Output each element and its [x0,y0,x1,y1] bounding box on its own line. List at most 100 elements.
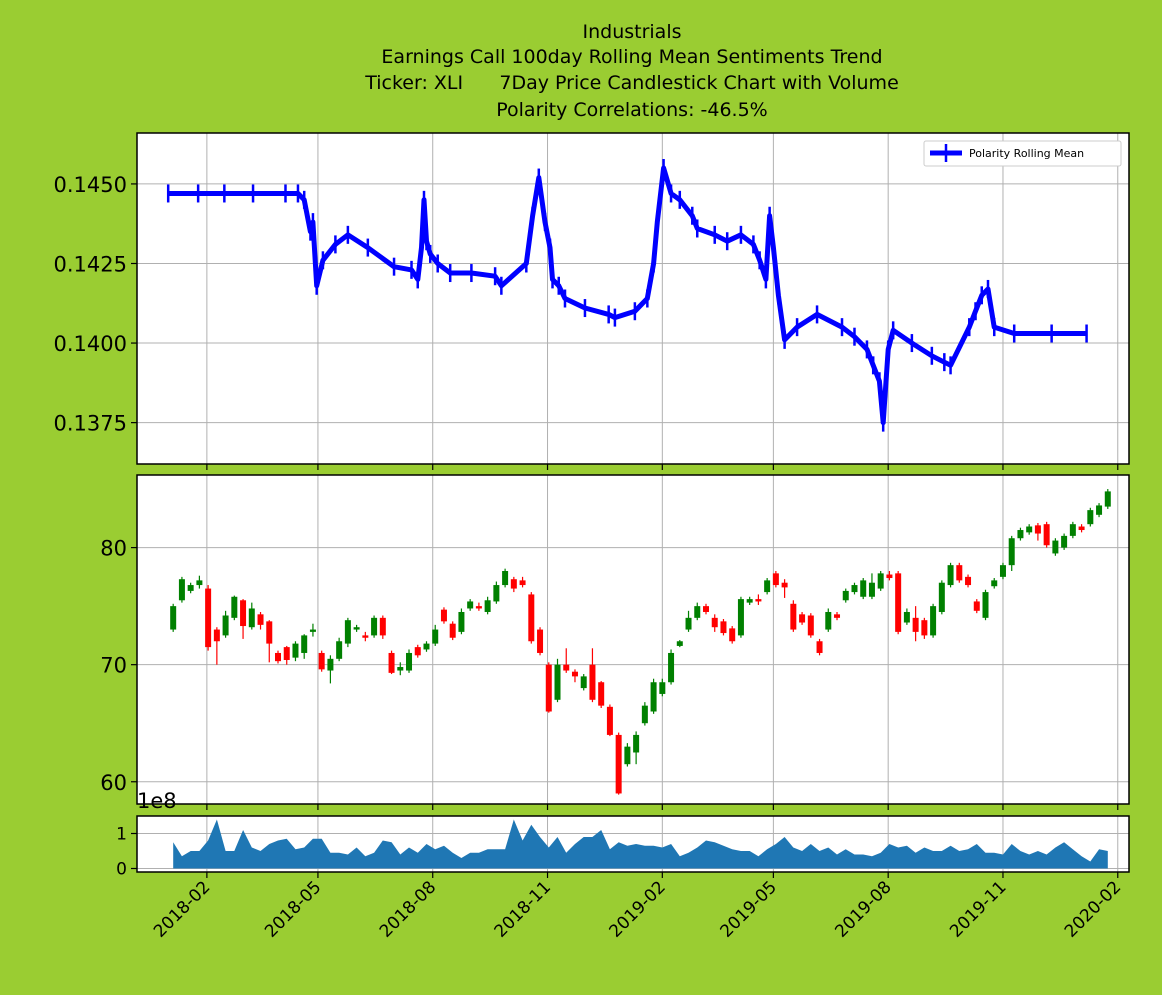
candle-39 [510,576,517,593]
candle-34 [467,599,474,611]
candle-79 [860,578,867,600]
volume-frame [136,815,1130,873]
candle-33 [458,608,465,635]
price-ytick-label-1: 70 [100,654,127,678]
candle-94 [991,578,998,589]
volume-series [173,819,1108,869]
x-tick-label-2: 2018-08 [376,877,440,941]
candle-16 [309,623,316,637]
polarity-y-axis: 0.1375 0.1400 0.1425 0.1450 [54,173,137,436]
title-line-3: Ticker: XLI 7Day Price Candlestick Chart… [364,72,899,94]
candle-51 [615,732,622,795]
candle-53 [633,731,640,765]
volume-panel: 01 1e8 [116,789,1130,880]
x-tick-label-8: 2020-02 [1061,877,1125,941]
candle-41 [528,592,535,644]
candle-23 [371,615,378,638]
candle-64 [729,626,736,644]
candle-3 [196,575,203,589]
candle-107 [1104,489,1111,509]
candle-74 [816,638,823,656]
x-tick-label-3: 2018-11 [491,877,555,941]
candle-50 [606,704,613,737]
x-tick-label-7: 2019-11 [946,877,1010,941]
candle-35 [475,602,482,611]
candle-20 [344,617,351,648]
x-tick-label-4: 2019-02 [605,877,669,941]
candle-1 [178,576,185,603]
candle-46 [571,669,578,683]
volume-ytick-label-0: 0 [116,860,127,880]
candle-75 [825,608,832,632]
title-line-2: Earnings Call 100day Rolling Mean Sentim… [381,46,882,68]
price-panel: 60 70 80 [100,474,1130,810]
x-tick-label-6: 2019-08 [831,877,895,941]
candle-80 [868,573,875,600]
candle-101 [1052,538,1059,556]
legend-box [923,140,1122,167]
candle-27 [406,649,413,673]
candle-96 [1008,535,1015,572]
candle-98 [1026,524,1033,535]
candle-92 [973,599,980,614]
candle-40 [519,576,526,588]
volume-area [173,819,1108,869]
candle-71 [790,600,797,632]
candle-52 [624,743,631,767]
candle-87 [930,603,937,638]
candle-11 [266,620,273,663]
candle-21 [353,624,360,632]
candle-83 [895,571,902,635]
candle-0 [170,603,177,632]
candle-62 [711,614,718,632]
candle-66 [746,596,753,605]
polarity-panel: 0.1375 0.1400 0.1425 0.1450 Polarity Rollin… [54,132,1130,470]
candle-18 [327,655,334,684]
candle-58 [676,640,683,648]
candle-102 [1061,533,1068,550]
candle-93 [982,589,989,621]
price-frame [136,474,1130,805]
candle-81 [877,571,884,591]
volume-offset-label: 1e8 [137,789,177,813]
candle-69 [772,571,779,588]
candle-6 [222,610,229,638]
candle-32 [449,621,456,641]
candle-84 [903,608,910,625]
volume-y-axis: 01 [116,825,137,880]
candle-100 [1043,521,1050,548]
candle-42 [537,627,544,656]
candle-61 [702,603,709,615]
price-grid [137,475,1129,810]
candle-9 [248,602,255,630]
candle-44 [554,658,561,703]
candle-85 [912,606,919,642]
x-tick-label-0: 2018-02 [150,877,214,941]
candle-14 [292,641,299,662]
candle-2 [187,582,194,594]
x-tick-label-5: 2019-05 [717,877,781,941]
polarity-ytick-label-3: 0.1450 [54,173,127,197]
candle-17 [318,650,325,672]
candle-73 [807,613,814,638]
candlestick-series [170,489,1111,795]
legend: Polarity Rolling Mean [923,140,1122,167]
candle-25 [388,650,395,675]
x-axis: 2018-02 2018-05 2018-08 2018-11 2019-02 2019-… [150,877,1125,941]
candle-90 [956,562,963,583]
candle-88 [938,580,945,615]
candle-13 [283,645,290,665]
candle-12 [275,650,282,664]
candle-24 [379,615,386,639]
candle-95 [999,562,1006,580]
candle-59 [685,610,692,632]
candle-97 [1017,527,1024,541]
candle-28 [414,644,421,658]
candle-54 [641,702,648,726]
polarity-frame [136,132,1130,465]
candle-67 [755,594,762,605]
volume-ytick-label-1: 1 [116,825,127,845]
candle-29 [423,641,430,652]
candle-7 [231,595,238,621]
